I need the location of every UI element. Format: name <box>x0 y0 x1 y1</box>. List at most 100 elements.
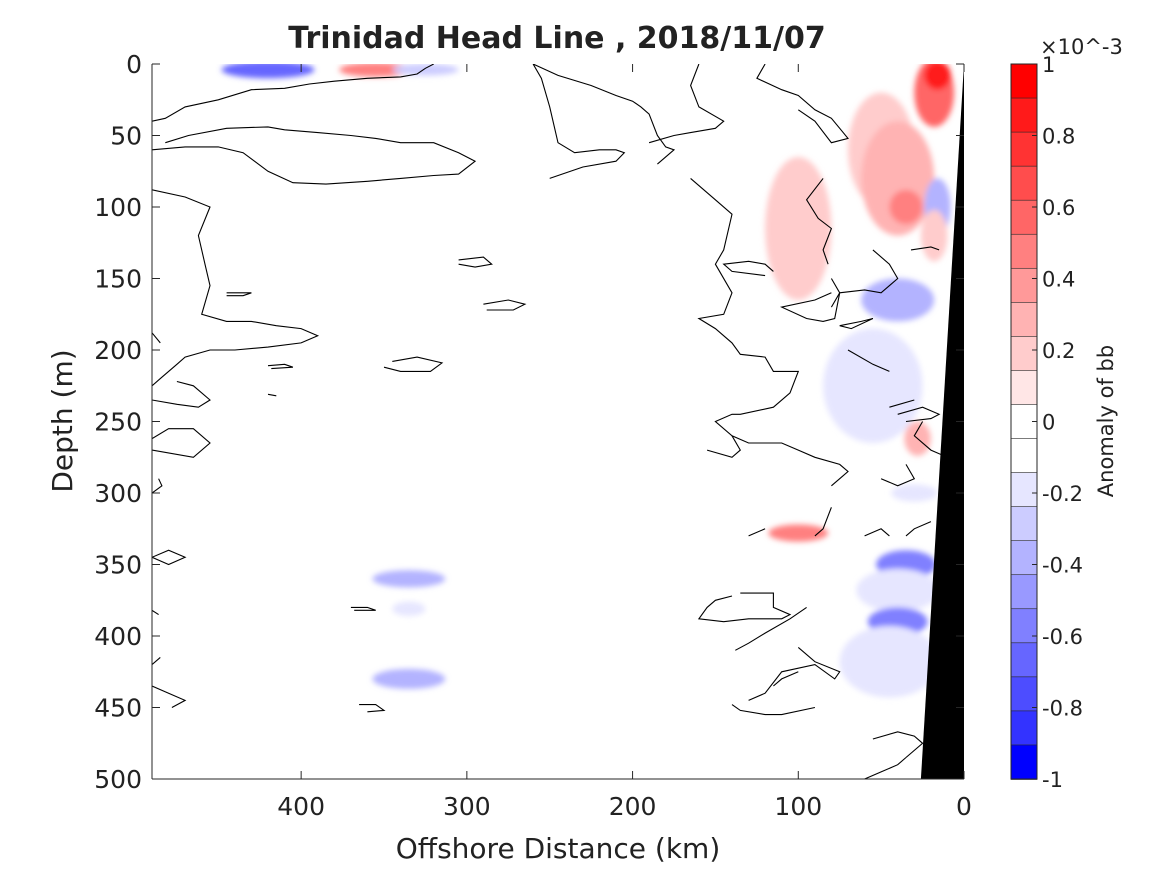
zero-contour-line <box>748 528 766 537</box>
zero-contour-line <box>532 64 626 179</box>
colorbar: 1 0.8 0.6 0.4 0.2 0 -0.2 -0.4 -0.6 -0.8 -1 <box>1010 53 1083 792</box>
zero-contour-line <box>152 609 159 616</box>
zero-contour-line <box>897 406 941 423</box>
zero-contour-line <box>267 393 277 397</box>
colorbar-band <box>1010 131 1038 167</box>
zero-contour-line <box>889 399 915 408</box>
y-tick-label: 400 <box>94 622 142 651</box>
colorbar-band <box>1010 438 1038 474</box>
zero-contour-line <box>152 685 187 708</box>
zero-contour-line <box>152 656 161 666</box>
y-tick-label: 100 <box>94 193 142 222</box>
zero-contour-line <box>910 246 940 251</box>
zero-contour-line <box>880 464 916 487</box>
axes: 400 300 200 100 0 0 50 100 150 200 250 300 350 400 450… <box>94 50 972 821</box>
colorbar-band <box>1010 574 1038 610</box>
zero-contour-line <box>839 317 874 330</box>
anomaly-patch <box>889 189 923 225</box>
zero-contour-line <box>731 704 816 716</box>
zero-contour-line <box>152 478 163 494</box>
anomaly-patch <box>823 328 923 443</box>
zero-contour-line <box>864 757 907 779</box>
zero-contour-line <box>152 549 187 566</box>
zero-contour-line <box>483 299 527 311</box>
zero-contour-line <box>748 646 841 701</box>
colorbar-band <box>1010 710 1038 746</box>
anomaly-patch <box>839 625 940 698</box>
colorbar-band <box>1010 267 1038 304</box>
zero-contour-line <box>152 64 434 122</box>
anomaly-fill-layer <box>221 64 955 698</box>
colorbar-tick-label: -0.6 <box>1042 625 1083 649</box>
colorbar-band <box>1010 642 1038 678</box>
y-tick-label: 350 <box>94 551 142 580</box>
anomaly-patch <box>924 64 951 90</box>
zero-contour-line <box>359 704 386 713</box>
anomaly-patch <box>856 568 940 612</box>
colorbar-tick-label: 0 <box>1042 411 1055 435</box>
anomaly-patch <box>392 64 459 76</box>
zero-contour-line <box>814 507 832 537</box>
zero-contour-line <box>864 528 890 537</box>
colorbar-band <box>1010 336 1038 372</box>
colorbar-tick-label: -0.4 <box>1042 554 1083 578</box>
y-tick-label: 150 <box>94 265 142 294</box>
zero-contour-line <box>779 278 841 322</box>
x-axis-label: Offshore Distance (km) <box>396 832 721 865</box>
anomaly-patch <box>861 278 935 322</box>
chart-title: Trinidad Head Line , 2018/11/07 <box>288 21 825 56</box>
zero-contour-layer <box>152 64 957 779</box>
zero-contour-line <box>697 592 792 623</box>
y-tick-label: 450 <box>94 694 142 723</box>
colorbar-band <box>1010 302 1038 338</box>
colorbar-band <box>1010 540 1038 576</box>
colorbar-band <box>1010 744 1038 780</box>
zero-contour-line <box>905 521 932 537</box>
zero-contour-line <box>735 606 807 651</box>
zero-contour-line <box>847 349 890 372</box>
x-tick-label: 400 <box>277 792 325 821</box>
y-tick-label: 500 <box>94 765 142 794</box>
x-tick-label: 300 <box>443 792 491 821</box>
colorbar-tick-label: 1 <box>1042 53 1055 77</box>
zero-contour-line <box>648 64 725 144</box>
zero-contour-line <box>872 731 924 758</box>
colorbar-tick-label: 0.8 <box>1042 125 1075 149</box>
colorbar-band <box>1010 165 1038 201</box>
plot-area <box>152 64 964 779</box>
anomaly-patch <box>765 156 832 300</box>
zero-contour-line <box>226 292 252 297</box>
zero-contour-line <box>350 606 376 611</box>
y-tick-label: 50 <box>110 122 142 151</box>
y-axis-label: Depth (m) <box>46 349 79 492</box>
zero-contour-line <box>152 332 161 344</box>
y-tick-label: 200 <box>94 336 142 365</box>
y-tick-label: 0 <box>126 50 142 79</box>
colorbar-tick-label: 0.2 <box>1042 339 1075 363</box>
anomaly-patch <box>920 209 948 262</box>
colorbar-tick-label: -0.8 <box>1042 697 1083 721</box>
colorbar-tick-label: 0.4 <box>1042 268 1075 292</box>
zero-contour-line <box>152 428 211 458</box>
anomaly-patch <box>221 64 315 79</box>
y-tick-label: 300 <box>94 479 142 508</box>
y-tick-label: 250 <box>94 408 142 437</box>
colorbar-band <box>1010 63 1038 99</box>
zero-contour-line <box>458 256 493 268</box>
colorbar-band <box>1010 97 1038 133</box>
colorbar-band <box>1010 676 1038 712</box>
anomaly-patch <box>891 484 938 502</box>
colorbar-band <box>1010 472 1038 508</box>
anomaly-patch <box>372 570 446 588</box>
anomaly-patch <box>392 601 426 616</box>
colorbar-tick-label: 0.6 <box>1042 196 1075 220</box>
colorbar-band <box>1010 506 1038 542</box>
anomaly-patch <box>339 64 413 77</box>
bathymetry-seafloor <box>920 64 964 779</box>
anomaly-patch <box>372 668 446 689</box>
zero-contour-line <box>690 177 849 487</box>
colorbar-band <box>1010 370 1038 406</box>
colorbar-band <box>1010 233 1038 270</box>
zero-contour-line <box>830 249 899 308</box>
